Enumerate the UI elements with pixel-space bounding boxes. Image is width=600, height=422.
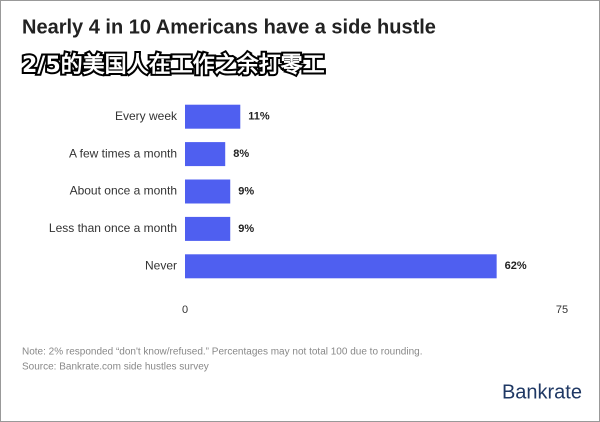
value-label: 9% xyxy=(238,223,254,235)
logo: Bankrate xyxy=(502,381,582,403)
bar xyxy=(185,142,226,167)
bar xyxy=(185,104,241,129)
value-label: 9% xyxy=(238,185,254,197)
chart-title: Nearly 4 in 10 Americans have a side hus… xyxy=(22,16,436,38)
value-label: 11% xyxy=(248,111,270,123)
bar xyxy=(185,179,231,204)
x-tick-label: 75 xyxy=(556,304,568,316)
value-label: 8% xyxy=(233,148,249,160)
x-tick-label: 0 xyxy=(182,304,188,316)
y-tick-label: A few times a month xyxy=(69,146,177,160)
source: Source: Bankrate.com side hustles survey xyxy=(22,362,209,373)
bar xyxy=(185,216,231,241)
y-tick-label: About once a month xyxy=(70,184,177,198)
y-tick-label: Never xyxy=(145,258,177,272)
note: Note: 2% responded “don't know/refused.”… xyxy=(22,347,423,358)
caption-overlay: 2/5的美国人在工作之余打零工 xyxy=(22,52,325,78)
y-tick-label: Every week xyxy=(115,109,178,123)
bar xyxy=(185,254,497,279)
value-label: 62% xyxy=(505,260,527,272)
y-tick-label: Less than once a month xyxy=(49,221,177,235)
